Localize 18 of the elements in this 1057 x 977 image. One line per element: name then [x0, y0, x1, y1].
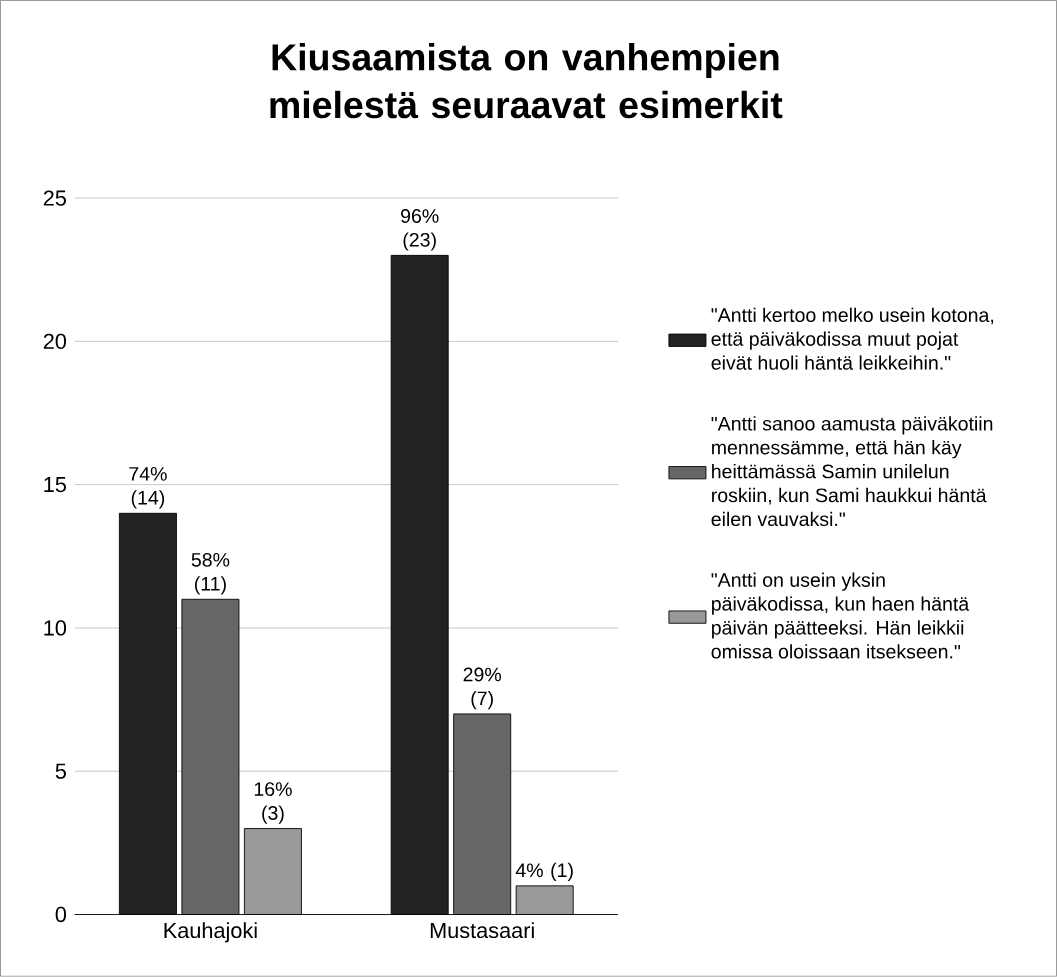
y-tick-label: 15 — [44, 477, 66, 493]
y-tick-label: 0 — [55, 906, 67, 923]
legend-label: "Antti sanoo aamusta päiväkotiin mennessämme, että hän käy heittämässä Samin unilelun roskiin, kun Sami haukkui häntä eilen vauvaksi." — [711, 416, 993, 527]
data-label: 74% (14) — [129, 467, 167, 509]
data-label: 16% (3) — [254, 782, 292, 824]
y-tick-label: 5 — [55, 763, 66, 779]
legend-label: "Antti kertoo melko usein kotona, että päiväkodissa muut pojat eivät huoli häntä leikkeihin." — [711, 307, 994, 370]
data-label: 29% (7) — [463, 667, 502, 710]
data-label: 58% (11) — [191, 553, 230, 595]
y-tick-label: 10 — [44, 620, 67, 636]
y-tick-label: 20 — [43, 333, 67, 350]
x-tick-label: Mustasaari — [430, 922, 534, 939]
legend-label: "Antti on usein yksin päiväkodissa, kun haen häntä päivän päätteeksi. Hän leikkii omissa oloissaan itsekseen." — [711, 572, 970, 659]
data-label: 4% (1) — [515, 863, 573, 882]
data-label: 96% (23) — [401, 209, 439, 251]
x-tick-label: Kauhajoki — [164, 922, 257, 943]
chart-title: Kiusaamista on vanhempien mielestä seuraavat esimerkit — [270, 43, 783, 119]
y-tick-label: 25 — [43, 190, 66, 206]
